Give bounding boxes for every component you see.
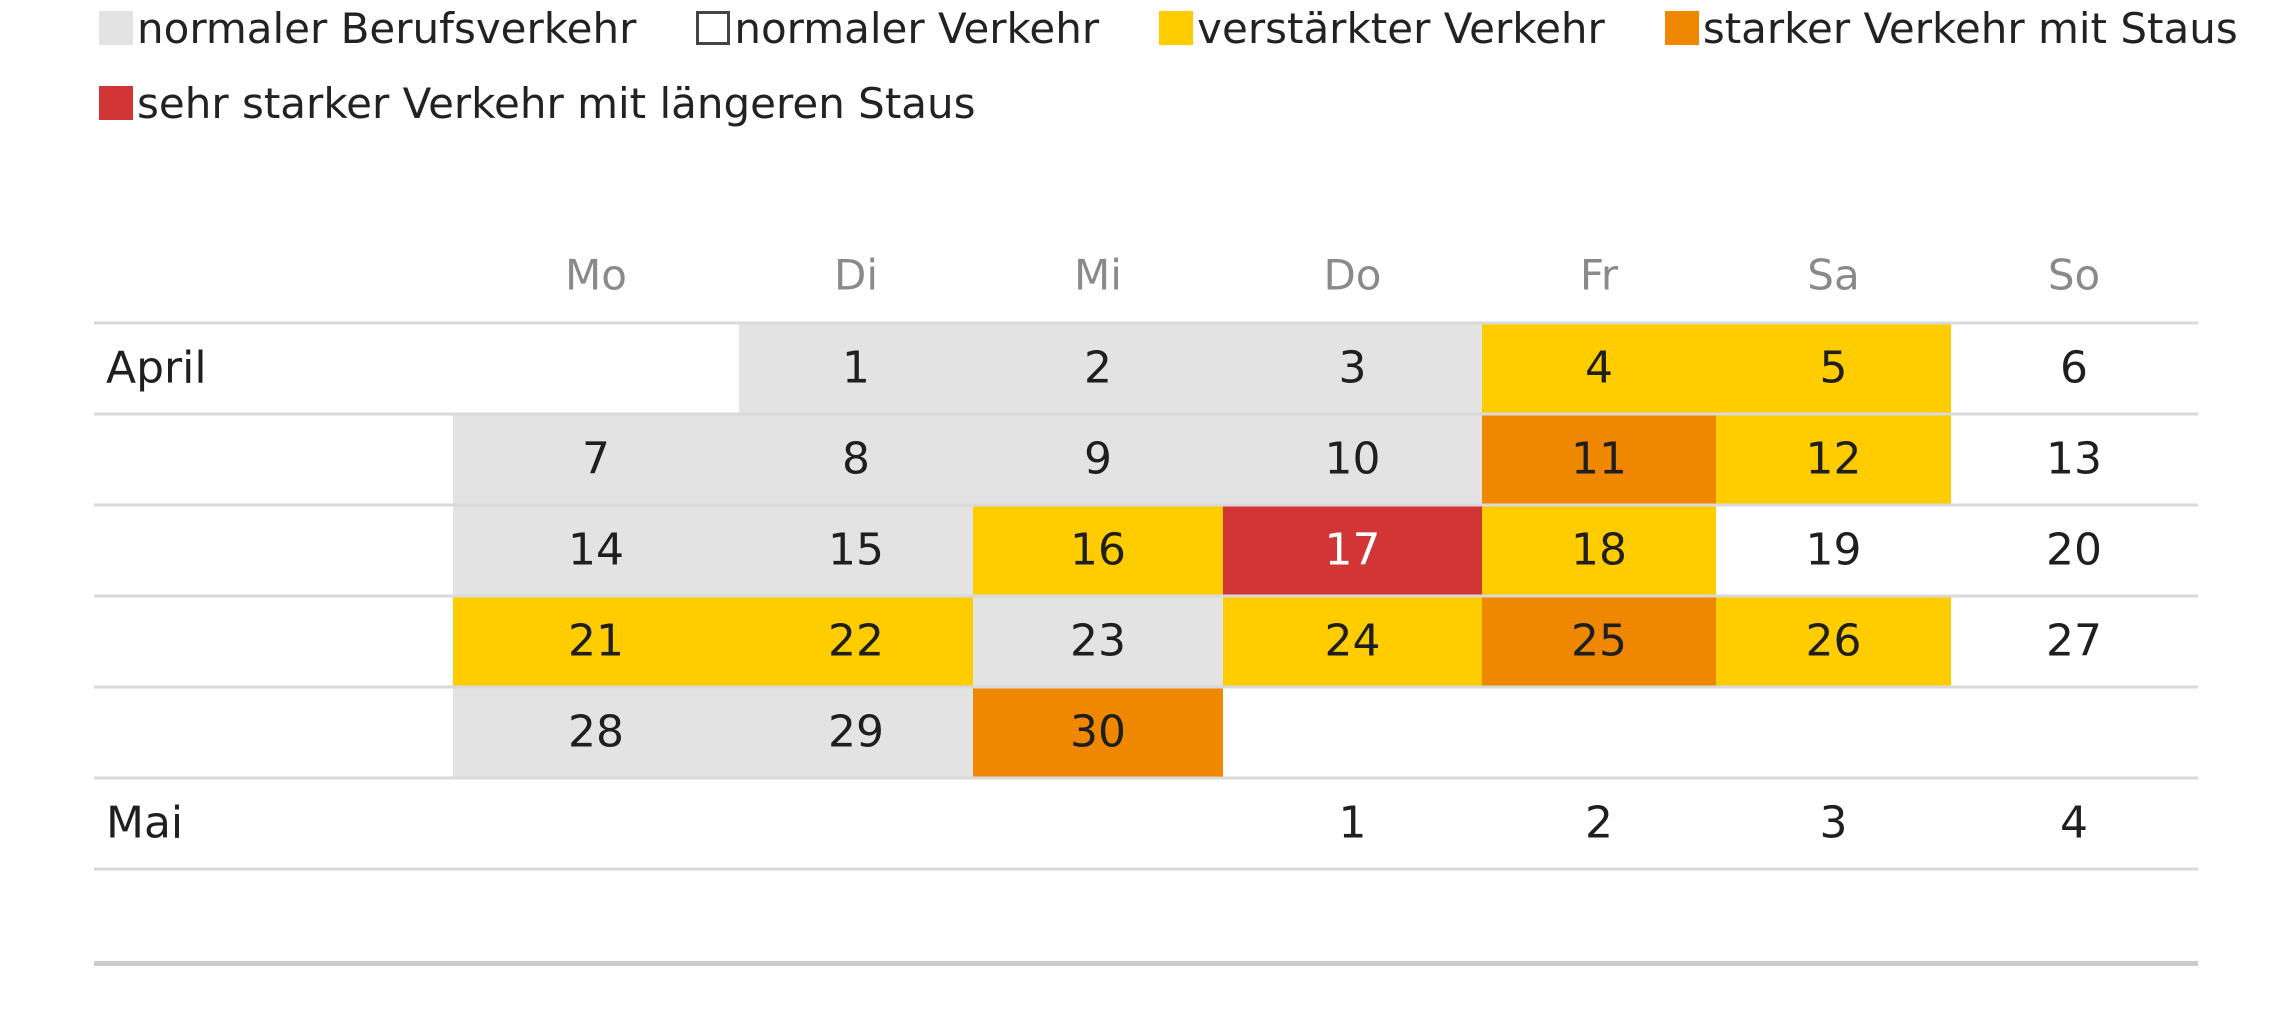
- legend-item-verstaerkt: verstärkter Verkehr: [1159, 4, 1605, 53]
- day-number: 12: [1806, 434, 1862, 485]
- day-number: 28: [568, 707, 624, 758]
- day-cell: [1223, 505, 1482, 596]
- weekday-header: Mo: [565, 251, 627, 300]
- day-number: 18: [1571, 525, 1627, 576]
- day-number: 27: [2046, 616, 2102, 667]
- day-number: 20: [2046, 525, 2102, 576]
- day-number: 30: [1070, 707, 1126, 758]
- row-divider: [94, 776, 2198, 780]
- day-number: 10: [1325, 434, 1381, 485]
- day-number: 4: [2060, 798, 2088, 849]
- legend-second-row: sehr starker Verkehr mit längeren Staus: [99, 78, 1036, 128]
- legend-swatch-normal: [696, 11, 731, 45]
- legend-swatch-sehrstark: [99, 86, 133, 120]
- day-cell: [973, 505, 1223, 596]
- day-number: 11: [1571, 434, 1627, 485]
- month-label: Mai: [106, 798, 183, 849]
- day-number: 4: [1585, 343, 1613, 394]
- day-cell: [1482, 596, 1716, 687]
- legend-label-verstaerkt: verstärkter Verkehr: [1197, 3, 1605, 53]
- day-number: 17: [1325, 525, 1381, 576]
- day-number: 14: [568, 525, 624, 576]
- weekday-header: Di: [834, 251, 878, 300]
- day-cell: [1223, 596, 1482, 687]
- day-number: 2: [1585, 798, 1613, 849]
- weekday-header: Sa: [1807, 251, 1859, 300]
- day-cell: [453, 687, 739, 778]
- day-number: 3: [1820, 798, 1848, 849]
- day-cell: [1716, 323, 1951, 414]
- day-number: 13: [2046, 434, 2102, 485]
- day-cell: [1716, 596, 1951, 687]
- day-number: 9: [1084, 434, 1112, 485]
- day-number: 26: [1806, 616, 1862, 667]
- day-number: 6: [2060, 343, 2088, 394]
- day-number: 23: [1070, 616, 1126, 667]
- day-cell: [973, 323, 1223, 414]
- day-cell: [739, 505, 973, 596]
- weekday-header: Do: [1323, 251, 1381, 300]
- day-cell: [1223, 414, 1482, 505]
- day-cell: [453, 414, 739, 505]
- legend: normaler Berufsverkehr normaler Verkehr ve…: [99, 3, 2292, 53]
- row-divider: [94, 321, 2198, 325]
- day-number: 2: [1084, 343, 1112, 394]
- legend-label-berufsverkehr: normaler Berufsverkehr: [137, 3, 637, 53]
- weekday-header: Mi: [1074, 251, 1122, 300]
- day-number: 16: [1070, 525, 1126, 576]
- day-number: 25: [1571, 616, 1627, 667]
- legend-swatch-verstaerkt: [1159, 11, 1194, 45]
- legend-item-normal: normaler Verkehr: [696, 4, 1099, 53]
- day-cell: [1482, 414, 1716, 505]
- legend-label-stark: starker Verkehr mit Staus: [1702, 3, 2238, 53]
- day-cell: [453, 505, 739, 596]
- weekday-header: Fr: [1580, 251, 1619, 300]
- weekday-header: So: [2048, 251, 2100, 300]
- legend-item-sehrstark: sehr starker Verkehr mit längeren Staus: [99, 79, 976, 128]
- day-cell: [739, 414, 973, 505]
- day-cell: [1716, 414, 1951, 505]
- day-number: 15: [828, 525, 884, 576]
- bottom-rule: [94, 961, 2198, 966]
- row-divider: [94, 503, 2198, 507]
- day-number: 5: [1820, 343, 1848, 394]
- day-number: 19: [1806, 525, 1862, 576]
- day-number: 29: [828, 707, 884, 758]
- row-divider: [94, 867, 2198, 871]
- legend-item-stark: starker Verkehr mit Staus: [1664, 3, 2238, 53]
- day-number: 1: [1339, 798, 1367, 849]
- day-cell: [739, 687, 973, 778]
- day-cell: [1223, 323, 1482, 414]
- day-cell: [1482, 323, 1716, 414]
- row-divider: [94, 412, 2198, 416]
- month-label: April: [106, 343, 207, 394]
- row-divider: [94, 594, 2198, 598]
- day-cell: [1482, 505, 1716, 596]
- legend-swatch-berufsverkehr: [99, 11, 133, 45]
- day-cell: [973, 596, 1223, 687]
- day-number: 24: [1325, 616, 1381, 667]
- day-number: 7: [582, 434, 610, 485]
- legend-item-berufsverkehr: normaler Berufsverkehr: [99, 4, 636, 53]
- day-number: 21: [568, 616, 624, 667]
- day-number: 3: [1339, 343, 1367, 394]
- day-number: 1: [842, 343, 870, 394]
- row-divider: [94, 685, 2198, 689]
- day-cell: [973, 414, 1223, 505]
- day-number: 22: [828, 616, 884, 667]
- day-cell: [973, 687, 1223, 778]
- day-cell: [739, 596, 973, 687]
- day-number: 8: [842, 434, 870, 485]
- legend-label-sehrstark: sehr starker Verkehr mit längeren Staus: [137, 78, 976, 128]
- day-cell: [739, 323, 973, 414]
- day-cell: [453, 596, 739, 687]
- legend-swatch-stark: [1664, 11, 1699, 45]
- legend-label-normal: normaler Verkehr: [734, 3, 1100, 53]
